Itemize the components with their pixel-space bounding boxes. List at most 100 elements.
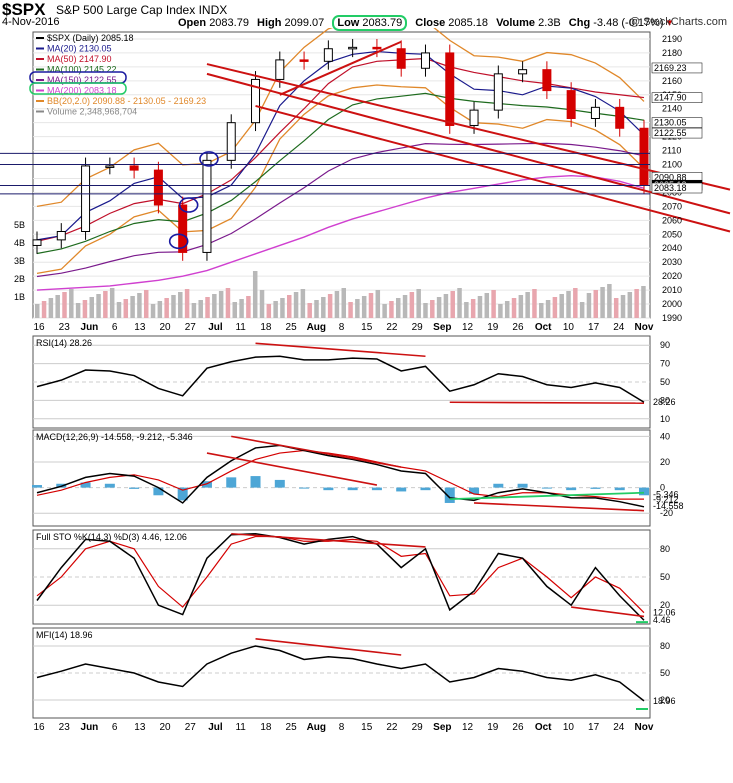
- sto-value-label: 12.06: [653, 608, 676, 618]
- x-axis-label: 17: [588, 722, 600, 733]
- x-axis-label: 25: [286, 722, 298, 733]
- x-axis-label: 6: [112, 722, 118, 733]
- volume-bar: [593, 290, 599, 318]
- macd-main-line: [36, 444, 645, 508]
- macd-tick-label: 20: [660, 457, 670, 467]
- price-value-label: 2083.18: [654, 183, 687, 193]
- x-axis-label: 13: [134, 322, 146, 333]
- x-axis-label: Nov: [635, 322, 654, 333]
- volume-bar: [62, 292, 67, 318]
- x-axis-label: 20: [159, 722, 171, 733]
- low-value: 2083.79: [362, 17, 403, 29]
- quote-stats: Open 2083.79 High 2099.07 Low 2083.79 Cl…: [178, 15, 677, 31]
- volume-bar: [382, 304, 387, 318]
- x-axis-label: Nov: [635, 722, 654, 733]
- change-label: Chg: [568, 17, 591, 29]
- x-axis-label: 16: [33, 322, 45, 333]
- x-axis-label: 6: [112, 322, 118, 333]
- price-tick-label: 2160: [662, 76, 682, 86]
- volume-bar: [545, 300, 551, 318]
- price-value-label: 2122.55: [654, 128, 687, 138]
- price-value-box: [651, 92, 703, 103]
- sto-tick-label: 80: [660, 544, 670, 554]
- volume-bar: [171, 295, 176, 318]
- rsi-tick-label: 50: [660, 377, 670, 387]
- macd-histogram-bar: [250, 476, 261, 488]
- mfi-main-line: [36, 645, 645, 702]
- x-axis-label: 22: [386, 322, 398, 333]
- volume-tick-label: 4B: [14, 238, 25, 248]
- volume-bar: [457, 288, 462, 318]
- volume-bar: [157, 301, 163, 318]
- sto-value-label: 4.46: [653, 615, 671, 625]
- volume-bar: [607, 284, 612, 318]
- volume-bar: [143, 290, 149, 318]
- volume-bar: [307, 303, 312, 318]
- volume-bar: [470, 299, 476, 318]
- x-axis-label: Jun: [81, 322, 99, 333]
- candle-body: [420, 52, 430, 69]
- high-label: High: [257, 17, 282, 29]
- close-label: Close: [415, 17, 446, 29]
- x-axis-label: 29: [412, 722, 424, 733]
- price-value-label: 2147.90: [654, 93, 687, 103]
- candle-body: [542, 69, 552, 92]
- volume-bar: [266, 304, 272, 318]
- macd-divergence-line: [231, 435, 402, 468]
- price-tick-label: 2030: [662, 257, 682, 267]
- macd-histogram-bar: [639, 487, 649, 496]
- volume-bar: [198, 300, 203, 318]
- x-axis-label: 29: [412, 322, 424, 333]
- bollinger-upper-line: [36, 28, 645, 208]
- volume-bar: [246, 296, 251, 318]
- candle-body: [129, 165, 139, 171]
- x-axis-label: 16: [33, 722, 45, 733]
- volume-bar: [361, 296, 367, 318]
- price-tick-label: 2050: [662, 229, 682, 239]
- x-axis-label: 17: [588, 322, 600, 333]
- x-axis-label: 11: [235, 722, 246, 733]
- sto-signal-line: [36, 535, 645, 614]
- macd-histogram-bar: [566, 487, 577, 491]
- highlight-circle: [178, 197, 199, 213]
- volume-bar: [116, 302, 122, 318]
- macd-histogram-bar: [347, 487, 358, 491]
- macd-value-label: -9.212: [653, 494, 679, 504]
- price-legend-label: BB(20,2.0) 2090.88 - 2130.05 - 2169.23: [47, 96, 206, 106]
- low-label: Low: [337, 17, 360, 29]
- volume-bar: [355, 299, 360, 318]
- x-axis-label: 20: [159, 322, 171, 333]
- down-arrow-icon: ▾: [666, 17, 673, 29]
- ma200-line: [36, 174, 645, 291]
- volume-bar: [511, 298, 517, 318]
- x-axis-label: 10: [563, 722, 575, 733]
- volume-bar: [518, 295, 524, 318]
- candle-body: [81, 165, 91, 233]
- volume-bar: [287, 295, 292, 318]
- volume-bar: [368, 293, 374, 318]
- mfi-tick-label: 80: [660, 641, 670, 651]
- price-value-label: 2130.05: [654, 118, 687, 128]
- rising-trend-line: [279, 40, 402, 96]
- volume-bar: [613, 298, 619, 318]
- chart-header: $SPX S&P 500 Large Cap Index INDX 4-Nov-…: [0, 0, 733, 31]
- highlight-circle: [199, 151, 219, 167]
- volume-label: Volume: [496, 17, 536, 29]
- ma50-line: [36, 57, 645, 242]
- x-axis-label: 18: [260, 322, 272, 333]
- volume-bar: [477, 296, 483, 318]
- candle-body: [251, 78, 261, 124]
- x-axis-label: Sep: [433, 322, 451, 333]
- price-legend-label: Volume 2,348,968,704: [47, 107, 137, 117]
- macd-tick-label: 40: [660, 431, 670, 441]
- macd-title: MACD(12,26,9) -14.558, -9.212, -5.346: [36, 432, 193, 442]
- price-tick-label: 2040: [662, 243, 682, 253]
- volume-bar: [109, 288, 115, 318]
- volume-tick-label: 5B: [14, 220, 25, 230]
- ma100-line: [36, 92, 645, 255]
- macd-histogram-bar: [226, 477, 237, 488]
- volume-bar: [600, 287, 605, 318]
- candle-body: [153, 169, 163, 206]
- sto-tick-label: 50: [660, 572, 670, 582]
- volume-bar: [464, 302, 469, 318]
